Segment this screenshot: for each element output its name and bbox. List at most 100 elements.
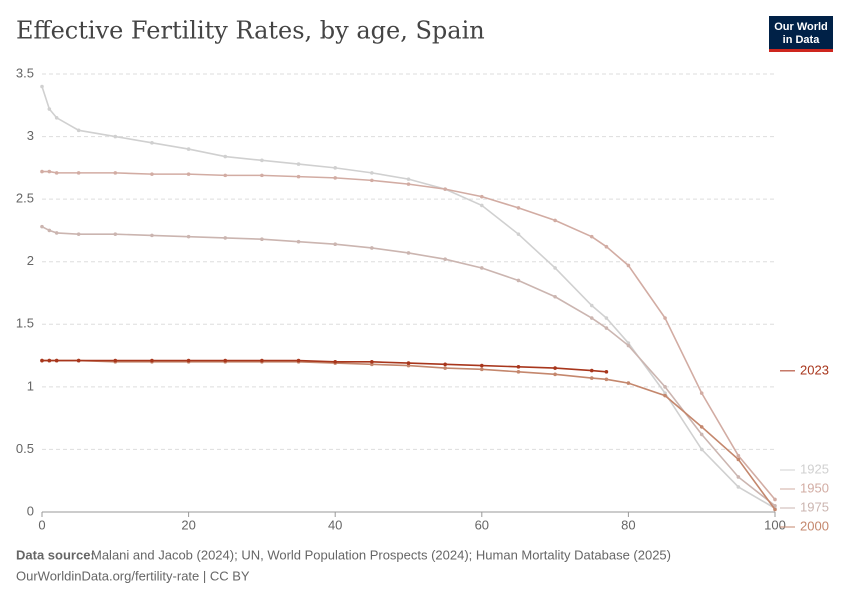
point <box>370 246 374 250</box>
point <box>589 303 594 308</box>
point <box>443 362 447 367</box>
point <box>663 393 667 398</box>
point <box>47 107 52 111</box>
point <box>150 141 154 145</box>
point <box>260 158 264 163</box>
point <box>296 174 301 179</box>
point <box>406 361 411 365</box>
point <box>773 507 777 512</box>
point <box>699 425 704 429</box>
logo-bar <box>769 49 833 52</box>
point <box>553 372 557 377</box>
point <box>47 169 52 174</box>
point <box>370 360 374 364</box>
point <box>480 363 484 368</box>
point <box>223 358 228 363</box>
point <box>480 367 484 372</box>
x-tick-label: 40 <box>328 517 342 532</box>
point <box>663 316 667 320</box>
point <box>626 381 631 385</box>
footer: OurWorldinData.org/fertility-rate | CC B… <box>16 568 250 583</box>
x-tick-label: 100 <box>764 517 786 532</box>
point <box>333 166 338 170</box>
point <box>516 365 521 369</box>
source-label: Data source: <box>16 547 95 562</box>
point <box>589 234 594 239</box>
legend-label: 1975 <box>800 499 829 514</box>
point <box>553 294 557 299</box>
point <box>480 203 484 208</box>
chart-title: Effective Fertility Rates, by age, Spain <box>16 17 485 45</box>
x-tick-label: 60 <box>475 517 489 532</box>
point <box>443 257 447 262</box>
source: Malani and Jacob (2024); UN, World Popul… <box>91 547 671 562</box>
point <box>773 503 777 508</box>
point <box>516 206 521 210</box>
point <box>736 475 741 479</box>
point <box>406 363 411 368</box>
point <box>443 366 447 370</box>
point <box>553 218 557 223</box>
point <box>516 370 521 374</box>
point <box>333 242 338 246</box>
y-tick-label: 1.5 <box>16 316 34 331</box>
point <box>480 194 484 199</box>
y-tick-label: 2.5 <box>16 191 34 206</box>
point <box>40 224 44 229</box>
point <box>553 366 557 370</box>
point <box>260 358 264 363</box>
point <box>223 236 228 240</box>
point <box>589 376 594 380</box>
point <box>40 358 44 363</box>
point <box>604 370 609 374</box>
point <box>370 362 374 367</box>
point <box>604 326 609 330</box>
x-tick-label: 80 <box>621 517 635 532</box>
point <box>54 231 59 235</box>
point <box>604 316 609 320</box>
point <box>186 172 191 176</box>
point <box>260 173 264 178</box>
series-line <box>41 225 776 507</box>
legend-label: 1950 <box>800 480 829 495</box>
legend-label: 2023 <box>800 362 829 377</box>
point <box>663 391 667 395</box>
point <box>150 172 154 176</box>
x-tick-label: 0 <box>38 517 45 532</box>
point <box>113 171 118 175</box>
point <box>480 266 484 270</box>
point <box>296 162 301 166</box>
point <box>736 485 741 489</box>
point <box>76 232 81 236</box>
point <box>223 173 228 178</box>
point <box>663 385 667 389</box>
y-tick-label: 2 <box>27 253 34 268</box>
logo <box>769 16 833 52</box>
point <box>370 171 374 175</box>
point <box>443 187 447 191</box>
point <box>150 358 154 363</box>
point <box>589 316 594 320</box>
point <box>223 154 228 159</box>
point <box>40 169 44 174</box>
point <box>76 171 81 175</box>
point <box>736 457 741 462</box>
point <box>699 432 704 437</box>
point <box>186 147 191 151</box>
point <box>296 358 301 363</box>
point <box>516 278 521 283</box>
x-tick-label: 20 <box>181 517 195 532</box>
series-line <box>41 86 776 509</box>
point <box>604 377 609 382</box>
series-line <box>42 170 776 500</box>
point <box>260 237 264 241</box>
point <box>186 234 191 239</box>
point <box>604 244 609 249</box>
point <box>553 266 557 270</box>
point <box>150 233 154 238</box>
point <box>113 232 118 236</box>
point <box>516 232 521 236</box>
point <box>333 360 338 364</box>
point <box>626 343 631 348</box>
